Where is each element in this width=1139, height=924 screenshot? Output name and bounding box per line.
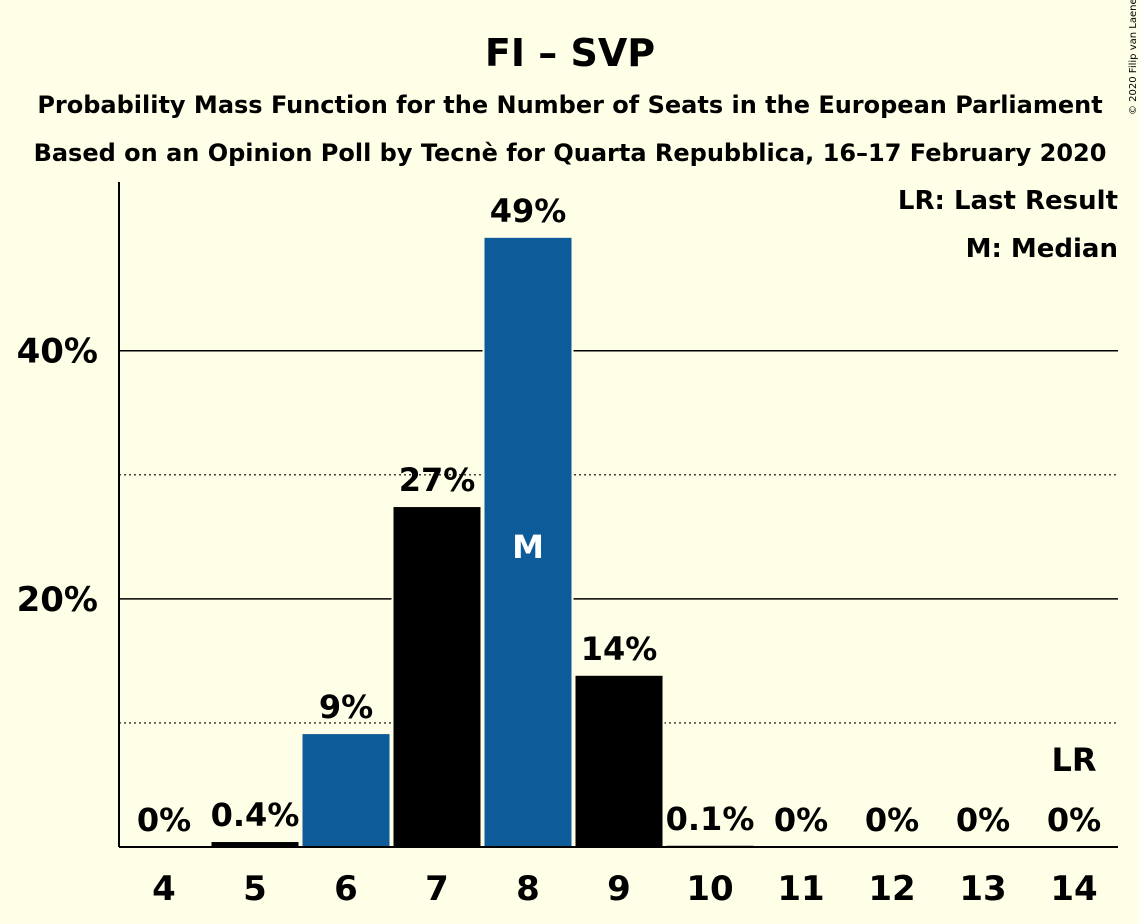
x-tick-label: 13	[959, 869, 1006, 909]
bar-halo	[209, 840, 212, 847]
data-label: 49%	[490, 192, 567, 230]
data-labels: 0% 0.4% 9% 27% 49% M 14% 0.1% 0% 0% 0% 0% LR	[137, 192, 1101, 839]
legend-last-result: LR: Last Result	[898, 186, 1118, 216]
bar-halo	[571, 235, 574, 848]
bar	[484, 237, 572, 848]
y-tick-label: 20%	[17, 580, 98, 620]
legend-median: M: Median	[966, 234, 1118, 264]
bar	[575, 675, 663, 847]
x-tick-label: 12	[868, 869, 915, 909]
last-result-marker: LR	[1051, 741, 1096, 779]
bar-halo	[480, 505, 483, 847]
bar	[302, 734, 390, 847]
bar-halo	[753, 843, 756, 847]
bar-halo	[389, 732, 392, 847]
bar	[211, 842, 299, 847]
x-tick-label: 9	[607, 869, 631, 909]
chart-subtitle-line-1: Probability Mass Function for the Number…	[37, 91, 1102, 119]
x-tick-label: 11	[777, 869, 824, 909]
bar-halo	[482, 235, 485, 848]
copyright-notice: © 2020 Filip van Laenen	[1128, 0, 1139, 115]
x-tick-label: 7	[425, 869, 449, 909]
bar-halo	[300, 732, 303, 847]
x-tick-label: 10	[686, 869, 733, 909]
axes: 20% 40% 4 5 6 7 8 9 10 11 12 13 14	[17, 182, 1118, 909]
data-label: 0%	[774, 801, 828, 839]
x-tick-label: 14	[1050, 869, 1097, 909]
x-tick-label: 6	[334, 869, 358, 909]
data-label: 0%	[865, 801, 919, 839]
data-label: 0.1%	[666, 800, 755, 838]
bar-halo	[662, 673, 665, 847]
bar-halo	[573, 673, 576, 847]
data-label: 0.4%	[211, 796, 300, 834]
data-label: 0%	[1047, 801, 1101, 839]
chart-subtitle-line-2: Based on an Opinion Poll by Tecnè for Qu…	[34, 139, 1107, 167]
x-tick-label: 5	[243, 869, 267, 909]
gridlines	[119, 349, 1118, 724]
bar	[393, 507, 481, 847]
data-label: 0%	[956, 801, 1010, 839]
x-tick-label: 8	[516, 869, 540, 909]
data-label: 0%	[137, 801, 191, 839]
data-label: 27%	[399, 461, 476, 499]
chart-title: FI – SVP	[485, 31, 655, 75]
y-tick-label: 40%	[17, 332, 98, 372]
bar-halo	[391, 505, 394, 847]
data-label: 14%	[581, 630, 658, 668]
median-marker: M	[512, 528, 544, 566]
bars	[209, 235, 756, 848]
x-tick-label: 4	[152, 869, 176, 909]
data-label: 9%	[319, 688, 373, 726]
bar-halo	[298, 840, 301, 847]
bar-halo	[664, 843, 667, 847]
